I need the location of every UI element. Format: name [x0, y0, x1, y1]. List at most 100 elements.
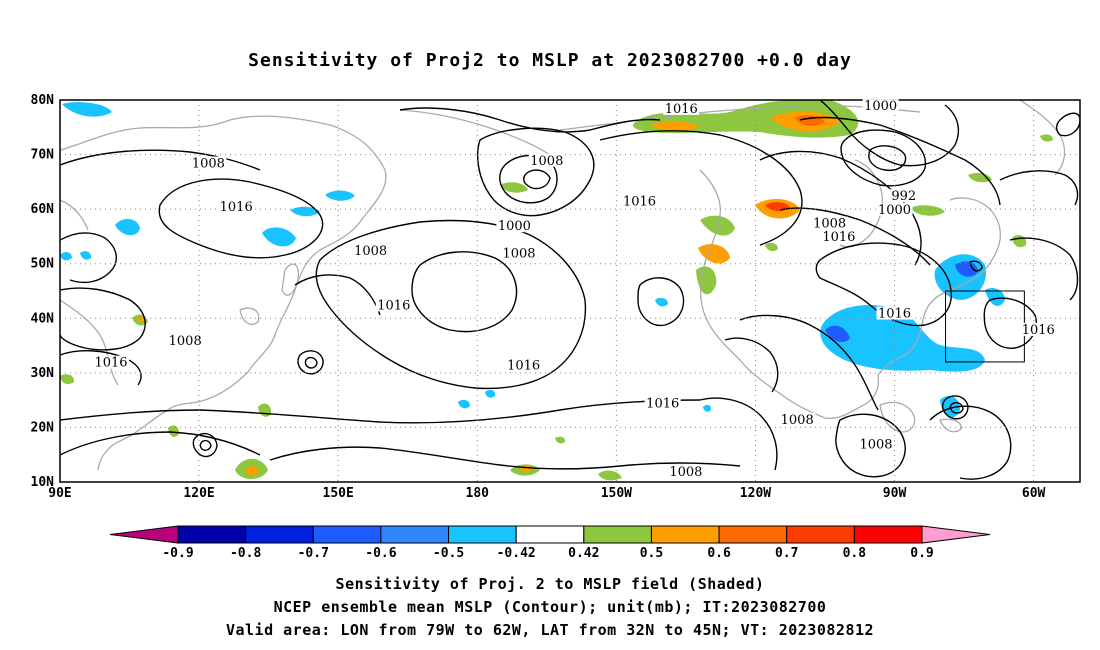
colorbar-min-arrow — [109, 525, 179, 544]
contour-label-bg — [667, 464, 704, 478]
contour-label-bg — [352, 243, 389, 257]
shade-neg-small3 — [80, 251, 92, 260]
longitude-labels: 90E 120E 150E 180 150W 120W 90W 60W — [48, 486, 1045, 501]
contour-label-bg — [190, 156, 227, 170]
shade-neg-pac3 — [485, 389, 496, 398]
longitude-label: 150W — [601, 486, 632, 501]
contour-label-bg — [862, 99, 899, 113]
shade-positive-sm16 — [765, 242, 778, 252]
shade-positive-sm3 — [968, 172, 992, 183]
colorbar-swatch — [853, 525, 923, 544]
contour-label: 1016 — [220, 200, 253, 215]
latitude-label: 80N — [31, 93, 55, 108]
shade-neg-asia1 — [115, 218, 140, 236]
contour-label-bg — [876, 202, 913, 216]
shade-neg-small1 — [703, 404, 712, 412]
contour-label-bg — [889, 189, 918, 203]
colorbar-label: 0.8 — [843, 546, 867, 561]
shade-positive-sm5 — [258, 403, 272, 417]
latitude-label: 20N — [31, 420, 55, 435]
shade-positive-sm13 — [60, 374, 75, 384]
contour-label-bg — [1020, 322, 1057, 336]
colorbar-swatch — [583, 525, 652, 544]
longitude-label: 150E — [323, 486, 354, 501]
colorbar-swatch — [380, 525, 450, 544]
shade-positive-sm17 — [555, 436, 566, 444]
contour-label: 1016 — [665, 102, 698, 117]
shade-positive-wcoast — [698, 244, 730, 264]
shade-neg-pac1 — [655, 297, 668, 307]
contour-label: 1008 — [192, 156, 225, 171]
contour-label-bg — [218, 200, 255, 214]
contour-label: 1016 — [377, 298, 410, 313]
colorbar-swatch — [177, 525, 247, 544]
contour-label: 1000 — [864, 99, 897, 114]
colorbar-label: -0.8 — [230, 546, 261, 561]
shade-neg-asia2 — [262, 227, 296, 247]
latitude-label: 10N — [31, 475, 55, 490]
contour-label: 1016 — [623, 195, 656, 210]
longitude-label: 60W — [1022, 486, 1046, 501]
latitude-label: 30N — [31, 366, 55, 381]
contour-label: 1008 — [502, 247, 535, 262]
colorbar-max-arrow — [921, 525, 991, 544]
shade-negative-maritimes-core — [955, 261, 978, 277]
shade-positive-sm12 — [137, 316, 144, 322]
colorbar-label: -0.5 — [433, 546, 464, 561]
longitude-label: 120E — [183, 486, 214, 501]
contour-label: 992 — [891, 189, 916, 204]
contour-label-bg — [496, 219, 533, 233]
longitude-label: 90E — [48, 486, 71, 501]
mslp-contours — [60, 100, 1080, 480]
shade-positive-canada-orange — [650, 121, 700, 131]
shade-negative-east — [985, 288, 1005, 306]
contour-label: 1016 — [94, 356, 127, 371]
colorbar: -0.9 -0.8 -0.7 -0.6 -0.5 -0.42 0.42 0.5 0.6 0.7 0.… — [109, 525, 991, 561]
contour-label-bg — [811, 216, 848, 230]
contour-label-bg — [167, 333, 204, 347]
contour-label-bg — [779, 412, 816, 426]
colorbar-label: 0.9 — [910, 546, 933, 561]
contour-label: 1008 — [781, 413, 814, 428]
shade-positive-sm15 — [1040, 134, 1053, 142]
contour-label: 1016 — [507, 358, 540, 373]
contour-label: 1008 — [354, 244, 387, 259]
contour-label-bg — [93, 355, 129, 369]
colorbar-label: -0.6 — [365, 546, 396, 561]
contour-label-bg — [501, 246, 537, 260]
colorbar-swatch — [718, 525, 788, 544]
map-frame — [59, 99, 1081, 483]
contour-label-bg — [858, 437, 894, 451]
map-title: Sensitivity of Proj2 to MSLP at 20230827… — [248, 50, 852, 71]
contour-label: 1016 — [878, 307, 911, 322]
contour-label: 1008 — [530, 154, 563, 169]
contour-label-bg — [528, 153, 565, 167]
caption-contour: NCEP ensemble mean MSLP (Contour); unit(… — [273, 598, 827, 616]
shade-positive-sm7 — [245, 466, 259, 476]
colorbar-swatch — [786, 525, 855, 544]
contour-label-bg — [505, 358, 542, 372]
shade-positive-sm4 — [1012, 235, 1027, 248]
shade-neg-pac2 — [458, 399, 470, 409]
shade-positive-sm1 — [500, 182, 528, 193]
shade-negative-atlantic-core — [825, 325, 850, 342]
colorbar-label: -0.9 — [162, 546, 193, 561]
colorbar-swatch — [448, 525, 517, 544]
contour-label-bg — [644, 396, 681, 410]
sensitivity-shading — [60, 100, 1053, 481]
shade-positive-wcoast2 — [696, 266, 717, 295]
contour-label-bg — [663, 101, 700, 115]
colorbar-label: -0.42 — [497, 546, 536, 561]
shade-positive-sm2 — [910, 205, 945, 216]
contour-label: 1000 — [878, 203, 911, 218]
latitude-labels: 80N 70N 60N 50N 40N 30N 20N 10N — [31, 93, 55, 490]
colorbar-label: -0.7 — [298, 546, 329, 561]
contour-label: 1008 — [859, 438, 892, 453]
contour-label: 1000 — [498, 219, 531, 234]
shade-neg-asia4 — [325, 190, 355, 201]
latitude-label: 40N — [31, 311, 55, 326]
latitude-label: 50N — [31, 257, 55, 272]
contour-label: 1016 — [1022, 323, 1055, 338]
caption-valid-area: Valid area: LON from 79W to 62W, LAT fro… — [225, 621, 875, 639]
